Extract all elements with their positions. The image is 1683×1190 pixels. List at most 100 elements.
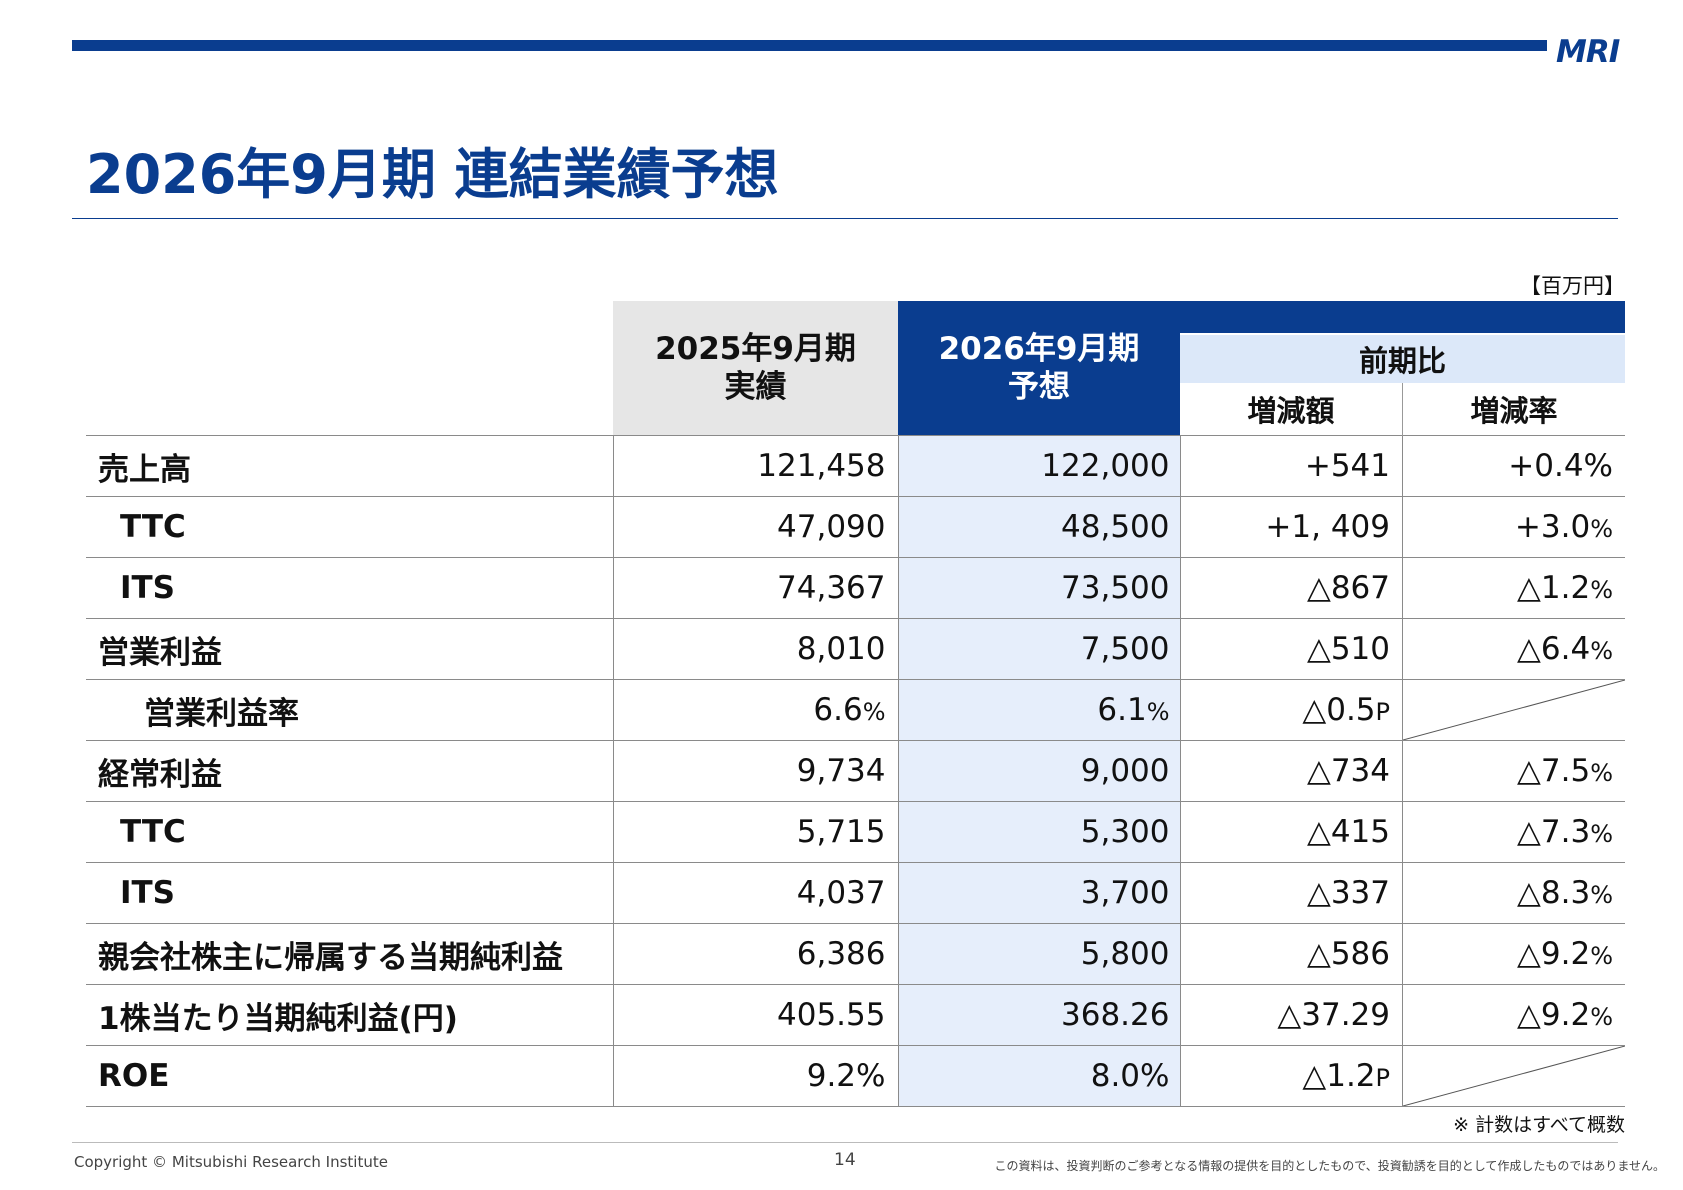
table-row: 売上高 121,458 122,000 +541 +0.4% (86, 435, 1625, 497)
row-label: 1株当たり当期純利益(円) (86, 984, 614, 1046)
table-row: TTC 47,090 48,500 +1, 409 +3.0% (86, 496, 1625, 558)
prev-number: 6.6 (813, 692, 863, 728)
rate-unit: % (1590, 515, 1613, 543)
row-label: TTC (86, 496, 614, 558)
forecast-value: 368.26 (898, 984, 1181, 1046)
row-label: ROE (86, 1045, 614, 1107)
prev-value: 5,715 (613, 801, 899, 863)
rate-number: △9.2 (1517, 936, 1591, 972)
forecast-value: 6.1% (898, 679, 1181, 741)
prev-value: 6,386 (613, 923, 899, 985)
empty-diagonal-cell (1402, 679, 1625, 741)
rate-value: △1.2% (1402, 557, 1625, 619)
rate-unit: % (1590, 820, 1613, 848)
forecast-value: 5,300 (898, 801, 1181, 863)
table-row: 営業利益率 6.6% 6.1% △0.5P (86, 679, 1625, 741)
rate-value: +3.0% (1402, 496, 1625, 558)
diff-value: △1.2P (1180, 1045, 1403, 1107)
header-forecast: 2026年9月期 予想 (898, 301, 1180, 436)
table-row: ROE 9.2% 8.0% △1.2P (86, 1045, 1625, 1107)
forecast-value: 73,500 (898, 557, 1181, 619)
header-yoy-band (1180, 301, 1625, 334)
diff-value: △867 (1180, 557, 1403, 619)
forecast-unit: % (1146, 698, 1170, 726)
forecast-value: 5,800 (898, 923, 1181, 985)
diff-unit: P (1375, 698, 1390, 726)
diff-value: △734 (1180, 740, 1403, 802)
diagonal-line (1403, 1046, 1625, 1106)
prev-value: 8,010 (613, 618, 899, 680)
diff-value: +1, 409 (1180, 496, 1403, 558)
table-row: ITS 74,367 73,500 △867 △1.2% (86, 557, 1625, 619)
header-prev-year: 2025年9月期 (655, 331, 856, 367)
prev-unit: % (862, 698, 886, 726)
row-label: 営業利益 (86, 618, 614, 680)
mri-logo: MRI (1556, 34, 1620, 70)
table-row: 1株当たり当期純利益(円) 405.55 368.26 △37.29 △9.2% (86, 984, 1625, 1046)
table-row: 経常利益 9,734 9,000 △734 △7.5% (86, 740, 1625, 802)
prev-value: 9.2% (613, 1045, 899, 1107)
row-label: TTC (86, 801, 614, 863)
table-row: TTC 5,715 5,300 △415 △7.3% (86, 801, 1625, 863)
title-divider (72, 218, 1618, 219)
table-row: ITS 4,037 3,700 △337 △8.3% (86, 862, 1625, 924)
forecast-value: 8.0% (898, 1045, 1181, 1107)
table-row: 営業利益 8,010 7,500 △510 △6.4% (86, 618, 1625, 680)
header-forecast-kind: 予想 (1008, 369, 1070, 405)
rate-number: △7.5 (1517, 753, 1591, 789)
forecast-value: 3,700 (898, 862, 1181, 924)
forecast-value: 122,000 (898, 435, 1181, 497)
rate-value: △7.3% (1402, 801, 1625, 863)
diff-value: △337 (1180, 862, 1403, 924)
prev-value: 9,734 (613, 740, 899, 802)
row-label: 売上高 (86, 435, 614, 497)
rate-number: △7.3 (1517, 814, 1591, 850)
rate-value: △6.4% (1402, 618, 1625, 680)
header-diff: 増減額 (1180, 383, 1403, 436)
header-yoy: 前期比 (1180, 333, 1625, 383)
prev-value: 74,367 (613, 557, 899, 619)
rate-unit: % (1590, 1003, 1613, 1031)
forecast-table: 2025年9月期 実績 2026年9月期 予想 前期比 増減額 増減率 売上高 … (86, 301, 1625, 1107)
disclaimer: この資料は、投資判断のご参考となる情報の提供を目的としたもので、投資勧誘を目的と… (994, 1159, 1665, 1173)
unit-label: 【百万円】 (1520, 274, 1625, 298)
rate-unit: % (1590, 759, 1613, 787)
diff-number: △0.5 (1302, 692, 1376, 728)
rate-number: △6.4 (1517, 631, 1591, 667)
row-label: ITS (86, 557, 614, 619)
rate-unit: % (1590, 942, 1613, 970)
row-label: ITS (86, 862, 614, 924)
rate-value: △8.3% (1402, 862, 1625, 924)
row-label: 経常利益 (86, 740, 614, 802)
forecast-value: 9,000 (898, 740, 1181, 802)
page-title: 2026年9月期 連結業績予想 (86, 143, 779, 206)
empty-diagonal-cell (1402, 1045, 1625, 1107)
diff-value: +541 (1180, 435, 1403, 497)
diff-value: △510 (1180, 618, 1403, 680)
row-label: 営業利益率 (86, 679, 614, 741)
diff-value: △0.5P (1180, 679, 1403, 741)
prev-value: 121,458 (613, 435, 899, 497)
rate-unit: % (1590, 881, 1613, 909)
rate-number: △8.3 (1517, 875, 1591, 911)
prev-value: 405.55 (613, 984, 899, 1046)
forecast-number: 6.1 (1097, 692, 1147, 728)
prev-value: 4,037 (613, 862, 899, 924)
header-bar (72, 40, 1547, 51)
prev-value: 47,090 (613, 496, 899, 558)
forecast-value: 7,500 (898, 618, 1181, 680)
rate-value: +0.4% (1402, 435, 1625, 497)
diff-number: △1.2 (1302, 1058, 1376, 1094)
rate-number: △1.2 (1517, 570, 1591, 606)
header-rate: 増減率 (1470, 394, 1558, 428)
page-number: 14 (834, 1150, 856, 1170)
header-prev-actual: 2025年9月期 実績 (613, 301, 898, 436)
header-blank-cell (86, 301, 613, 436)
rate-unit: % (1590, 576, 1613, 604)
footer-divider (72, 1142, 1618, 1143)
header-prev-kind: 実績 (724, 369, 787, 405)
rate-value: △7.5% (1402, 740, 1625, 802)
diff-unit: P (1375, 1064, 1390, 1092)
header-forecast-year: 2026年9月期 (938, 331, 1140, 367)
footnote: ※ 計数はすべて概数 (1453, 1114, 1625, 1136)
